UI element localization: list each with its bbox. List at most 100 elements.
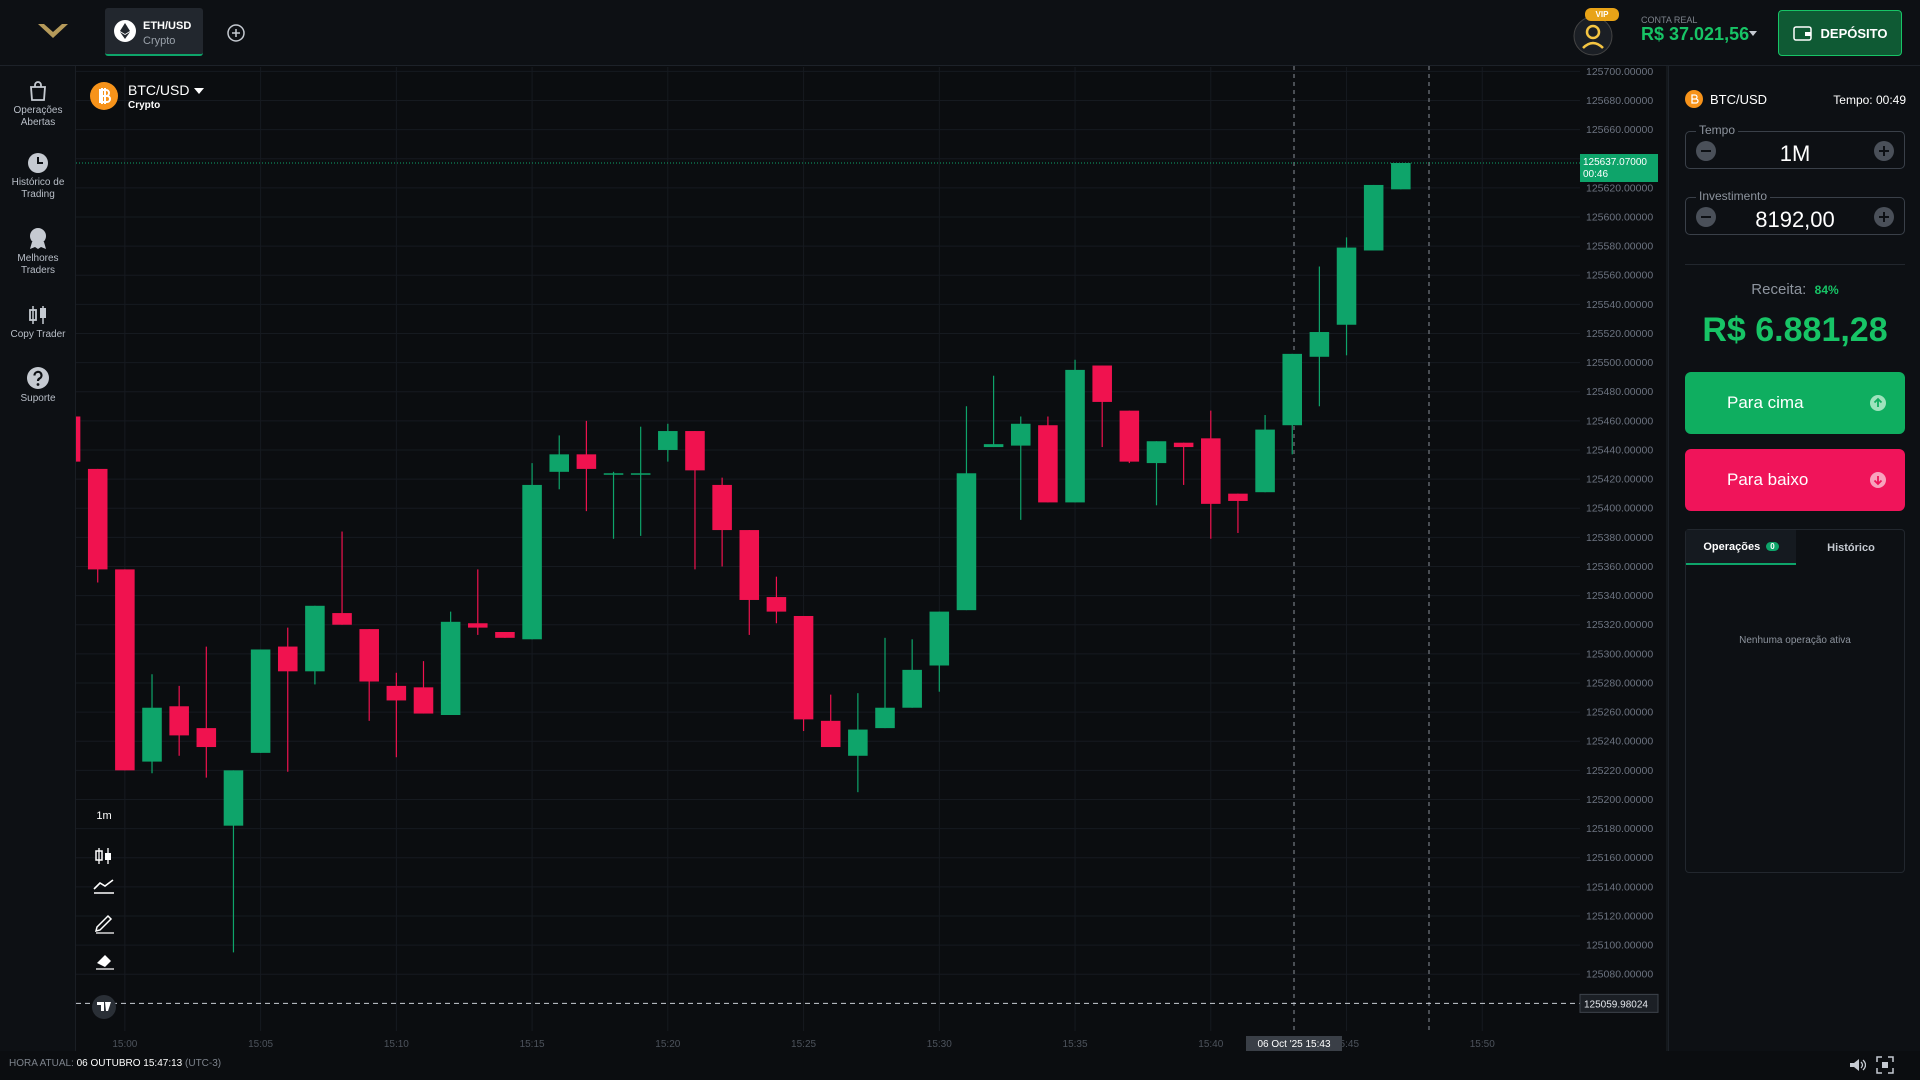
draw-tool[interactable] [94,914,114,934]
candle-body [522,484,542,640]
y-tick-label: 125080.00000 [1586,969,1653,981]
revenue-row: Receita: 84% [1669,281,1920,298]
plus-button[interactable] [1874,141,1894,161]
y-tick-label: 125500.00000 [1586,357,1653,369]
history-tab[interactable]: Histórico [1827,541,1875,554]
tab-market: Crypto [143,35,176,47]
fullscreen-button[interactable] [1876,1056,1894,1074]
candle-body [875,707,895,729]
grid [76,67,1580,1031]
candle-body [87,468,108,570]
y-tick-label: 125700.00000 [1586,66,1653,78]
axes: 125080.00000 125100.00000 125120.00000 1251… [112,66,1668,1051]
candle-body [1065,369,1085,503]
candle-body [685,431,705,471]
up-label: Para cima [1727,393,1804,412]
panel-timer: Tempo: 00:49 [1833,93,1906,107]
sidebar-item[interactable]: Histórico de Trading [0,152,76,201]
time-input[interactable]: Tempo 1M [1685,123,1905,169]
y-tick-label: 125160.00000 [1586,852,1653,864]
min-label-box [1579,993,1659,1013]
plus-button[interactable] [1874,207,1894,227]
chart-tools [92,848,116,1019]
candle-body [956,473,977,611]
sidebar-label: Operações Abertas [13,105,63,128]
candle-body [359,629,379,682]
candles-icon [29,306,46,324]
x-tick-label: 15:25 [791,1039,816,1050]
candle-body [848,729,868,756]
logo [38,24,68,38]
y-tick-label: 125600.00000 [1586,211,1653,223]
time-label: HORA ATUAL: [9,1058,74,1069]
time-value: 06 OUTUBRO 15:47:13 [76,1058,183,1069]
y-tick-label: 125260.00000 [1586,707,1653,719]
down-arrow [1870,472,1886,488]
sidebar-item[interactable]: Operações Abertas [0,80,76,129]
erase-tool[interactable] [96,955,114,970]
x-tick-label: 15:35 [1063,1039,1088,1050]
y-tick-label: 125680.00000 [1586,95,1653,107]
up-button[interactable]: Para cima [1685,372,1905,434]
sidebar: Operações Abertas Histórico de Trading M… [0,66,76,1051]
price-countdown: 00:46 [1583,169,1608,180]
tv-logo[interactable] [92,995,116,1019]
minus-button[interactable] [1696,207,1716,227]
y-tick-label: 125340.00000 [1586,590,1653,602]
candle-body [76,416,81,462]
x-tick-label: 15:50 [1470,1039,1495,1050]
candle-body [1336,247,1357,325]
sound-button[interactable] [1848,1057,1866,1073]
candle-body [1201,438,1221,504]
candle-body [1173,442,1194,448]
candle-tool[interactable] [95,848,111,864]
timezone: (UTC-3) [185,1058,222,1069]
y-tick-label: 125620.00000 [1586,182,1653,194]
operations-tab[interactable]: Operações 0 [1686,530,1796,565]
revenue-value: R$ 6.881,28 [1702,311,1888,349]
x-tick-label: 15:15 [520,1039,545,1050]
candle-body [223,770,244,826]
candle-body [983,444,1004,448]
candle-body [766,597,787,612]
x-tick-label: 15:00 [112,1039,137,1050]
deposit-button[interactable]: DEPÓSITO [1778,10,1902,56]
candle-body [1146,441,1167,464]
sidebar-item[interactable]: Melhores Traders [0,226,76,277]
clock: HORA ATUAL: 06 OUTUBRO 15:47:13 (UTC-3) [9,1058,221,1069]
candle-body [1282,353,1303,426]
crosshair-label: 06 Oct '25 15:43 [1257,1039,1331,1050]
candle-body [386,685,407,701]
minus-button[interactable] [1696,141,1716,161]
candle-body [1228,493,1248,501]
timeframe[interactable]: 1m [96,810,112,822]
x-tick-label: 15:10 [384,1039,409,1050]
sidebar-item[interactable]: Suporte [0,366,76,405]
y-tick-label: 125300.00000 [1586,648,1653,660]
candle-body [1391,163,1411,190]
indicator-tool[interactable] [93,879,114,894]
operations-box: Operações 0 Histórico Nenhuma operação at… [1685,529,1905,873]
asset-tab[interactable]: ETH/USD Crypto [105,8,203,56]
candle-body [468,623,488,628]
sidebar-item[interactable]: Copy Trader [0,304,76,341]
down-button[interactable]: Para baixo [1685,449,1905,511]
investment-value: 8192,00 [1755,207,1835,232]
investment-input[interactable]: Investimento 8192,00 [1685,189,1905,235]
y-tick-label: 125560.00000 [1586,270,1653,282]
candle-body [820,720,841,748]
x-tick-label: 15:05 [248,1039,273,1050]
candle-body [658,431,678,450]
candle-body [1092,365,1112,402]
candle-body [305,605,325,672]
candle-body [250,649,271,753]
sidebar-label: Copy Trader [10,329,66,340]
candle-body [495,632,515,638]
y-tick-label: 125660.00000 [1586,124,1653,136]
chart-symbol[interactable]: BTC/USD [128,82,205,98]
balance[interactable]: R$ 37.021,56 [1641,24,1750,44]
down-label: Para baixo [1727,470,1809,489]
candle-body [1255,429,1275,493]
add-tab[interactable] [226,23,246,43]
deposit-label: DEPÓSITO [1820,25,1888,41]
